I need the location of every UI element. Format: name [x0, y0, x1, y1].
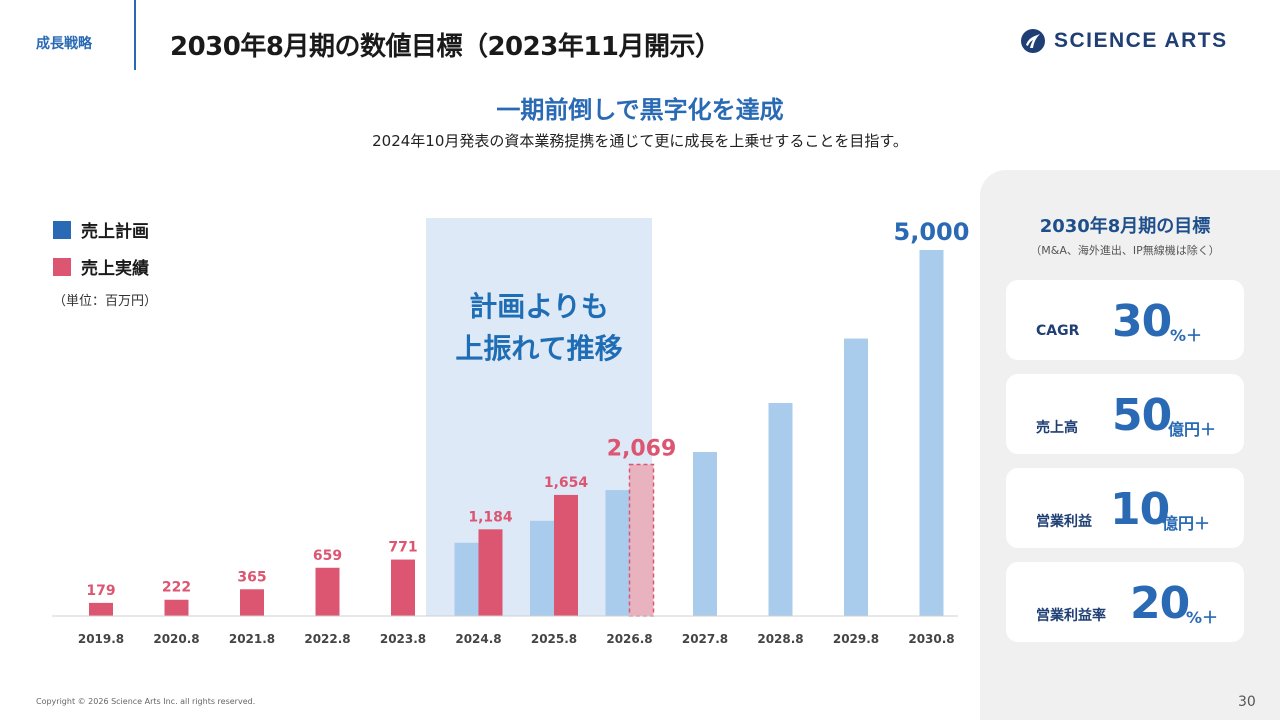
bar-plan-2028.8	[768, 402, 793, 616]
card-label: 営業利益率	[1036, 608, 1106, 624]
x-tick-2025.8: 2025.8	[531, 632, 577, 646]
legend-item-plan: 売上計画	[53, 217, 149, 242]
logo-text: SCIENCE ARTS	[1054, 29, 1228, 52]
card-value: 10	[1110, 484, 1170, 535]
x-tick-2029.8: 2029.8	[833, 632, 879, 646]
target-card-operating-profit: 営業利益 10 億円＋	[1006, 468, 1244, 548]
data-label-actual-2023.8: 771	[388, 540, 417, 556]
panel-note: （M&A、海外進出、IP無線機は除く）	[1030, 244, 1220, 257]
card-suffix: 億円＋	[1162, 514, 1211, 533]
page-number: 30	[1238, 694, 1256, 710]
legend-label-actual: 売上実績	[81, 259, 149, 279]
x-tick-2021.8: 2021.8	[229, 632, 275, 646]
page-title: 2030年8月期の数値目標（2023年11月開示）	[170, 32, 721, 62]
legend-item-actual: 売上実績	[53, 254, 149, 279]
highlight-text-line-1: 計画よりも	[469, 290, 608, 323]
data-label-actual-2020.8: 222	[162, 580, 191, 596]
card-value: 30	[1112, 296, 1172, 347]
bar-actual-2026.8	[628, 463, 655, 617]
legend-swatch-plan	[53, 220, 71, 239]
highlight-text-line-2: 上振れて推移	[455, 332, 622, 365]
unit-label: （単位：百万円）	[53, 294, 158, 309]
data-label-plan-2030: 5,000	[894, 218, 970, 246]
card-label: 売上高	[1036, 420, 1078, 436]
subheadline: 2024年10月発表の資本業務提携を通じて更に成長を上乗せすることを目指す。	[372, 132, 908, 150]
x-tick-2026.8: 2026.8	[606, 632, 652, 646]
panel-title: 2030年8月期の目標	[1039, 216, 1211, 237]
legend-swatch-actual	[53, 257, 71, 276]
target-card-sales: 売上高 50 億円＋	[1006, 374, 1244, 454]
bar-plan-2027.8	[693, 452, 717, 616]
bar-plan-2026.8	[605, 490, 630, 616]
target-card-operating-margin: 営業利益率 20 %＋	[1006, 562, 1244, 642]
bar-actual-2024.8	[478, 529, 503, 616]
x-tick-2023.8: 2023.8	[380, 632, 426, 646]
data-label-actual-2019.8: 179	[86, 583, 115, 599]
headline: 一期前倒しで黒字化を達成	[496, 96, 784, 124]
chart-legend: 売上計画 売上実績	[53, 217, 149, 291]
x-tick-2027.8: 2027.8	[682, 632, 728, 646]
bar-plan-2024.8	[454, 542, 479, 616]
bar-plan-2025.8	[530, 520, 554, 616]
x-tick-2019.8: 2019.8	[78, 632, 124, 646]
bar-actual-2021.8	[240, 589, 264, 616]
x-tick-2020.8: 2020.8	[153, 632, 199, 646]
bar-actual-2020.8	[164, 599, 189, 616]
bar-actual-2023.8	[391, 559, 415, 616]
company-logo: SCIENCE ARTS	[1020, 28, 1228, 54]
legend-label-plan: 売上計画	[81, 222, 149, 242]
card-label: CAGR	[1036, 323, 1080, 339]
data-label-actual-2022.8: 659	[313, 548, 342, 564]
card-label: 営業利益	[1036, 514, 1092, 530]
data-label-actual-2024.8: 1,184	[468, 509, 513, 525]
x-tick-2030.8: 2030.8	[908, 632, 954, 646]
bar-plan-2030.8	[919, 250, 944, 616]
bar-plan-2029.8	[844, 338, 868, 616]
card-suffix: 億円＋	[1168, 420, 1217, 439]
bar-actual-2022.8	[315, 567, 340, 616]
data-label-actual-2021.8: 365	[237, 569, 266, 585]
bar-actual-2019.8	[89, 602, 113, 616]
data-label-actual-2025.8: 1,654	[544, 475, 589, 491]
section-tag: 成長戦略	[36, 36, 92, 52]
bar-actual-2025.8	[554, 494, 578, 616]
x-tick-2024.8: 2024.8	[455, 632, 501, 646]
data-label-actual-2026.8: 2,069	[607, 437, 677, 462]
copyright: Copyright © 2026 Science Arts Inc. all r…	[36, 697, 256, 706]
target-card-cagr: CAGR 30 %＋	[1006, 280, 1244, 360]
logo-mark-icon	[1021, 29, 1045, 53]
card-suffix: %＋	[1170, 326, 1203, 345]
card-value: 50	[1112, 390, 1172, 441]
x-tick-2022.8: 2022.8	[304, 632, 350, 646]
card-value: 20	[1130, 578, 1190, 629]
x-tick-2028.8: 2028.8	[757, 632, 803, 646]
header-divider	[134, 0, 136, 70]
card-suffix: %＋	[1186, 608, 1219, 627]
